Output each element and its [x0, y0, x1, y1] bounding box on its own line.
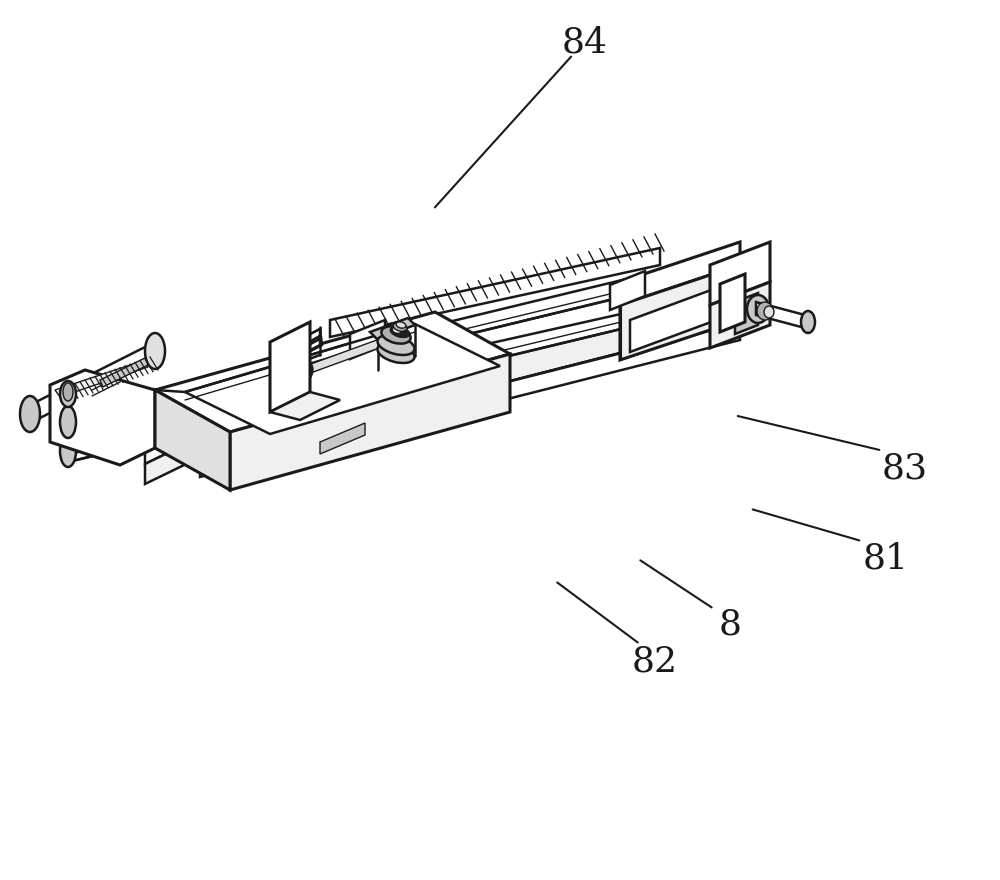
Polygon shape [200, 280, 730, 430]
Polygon shape [350, 320, 385, 359]
Polygon shape [370, 318, 415, 339]
Polygon shape [68, 288, 700, 462]
Ellipse shape [59, 412, 77, 446]
Polygon shape [710, 242, 770, 305]
Ellipse shape [145, 333, 165, 369]
Polygon shape [145, 430, 215, 484]
Polygon shape [720, 274, 745, 332]
Text: 8: 8 [718, 608, 742, 642]
Polygon shape [155, 390, 230, 490]
Polygon shape [155, 312, 510, 432]
Ellipse shape [396, 322, 406, 328]
Polygon shape [100, 358, 148, 387]
Text: 84: 84 [562, 26, 608, 59]
Ellipse shape [801, 311, 815, 333]
Polygon shape [200, 323, 740, 477]
Polygon shape [68, 266, 680, 431]
Polygon shape [68, 276, 710, 438]
Polygon shape [230, 354, 510, 490]
Ellipse shape [381, 330, 395, 349]
Ellipse shape [393, 323, 407, 331]
Ellipse shape [60, 406, 76, 438]
Ellipse shape [378, 335, 414, 355]
Ellipse shape [703, 268, 721, 302]
Ellipse shape [390, 326, 410, 337]
Polygon shape [270, 322, 310, 412]
Polygon shape [30, 342, 155, 423]
Ellipse shape [381, 326, 411, 344]
Ellipse shape [393, 327, 401, 333]
Polygon shape [610, 271, 645, 310]
Polygon shape [620, 242, 740, 305]
Ellipse shape [378, 343, 414, 363]
Polygon shape [620, 265, 740, 360]
Polygon shape [630, 283, 730, 352]
Polygon shape [280, 329, 320, 366]
Text: 81: 81 [863, 542, 909, 576]
Polygon shape [200, 295, 730, 460]
Polygon shape [320, 423, 365, 454]
Polygon shape [300, 337, 390, 375]
Polygon shape [270, 392, 340, 420]
Ellipse shape [747, 295, 769, 323]
Ellipse shape [60, 381, 76, 407]
Ellipse shape [757, 302, 773, 320]
Polygon shape [735, 293, 758, 334]
Polygon shape [756, 302, 805, 328]
Polygon shape [710, 282, 770, 348]
Ellipse shape [298, 363, 312, 382]
Polygon shape [330, 248, 660, 337]
Ellipse shape [60, 435, 76, 467]
Text: 82: 82 [632, 645, 678, 678]
Polygon shape [55, 360, 148, 397]
Ellipse shape [20, 396, 40, 432]
Ellipse shape [764, 306, 774, 318]
Ellipse shape [63, 383, 73, 401]
Polygon shape [145, 413, 215, 464]
Polygon shape [280, 329, 322, 366]
Polygon shape [50, 370, 155, 465]
Text: 83: 83 [882, 451, 928, 485]
Polygon shape [185, 324, 500, 434]
